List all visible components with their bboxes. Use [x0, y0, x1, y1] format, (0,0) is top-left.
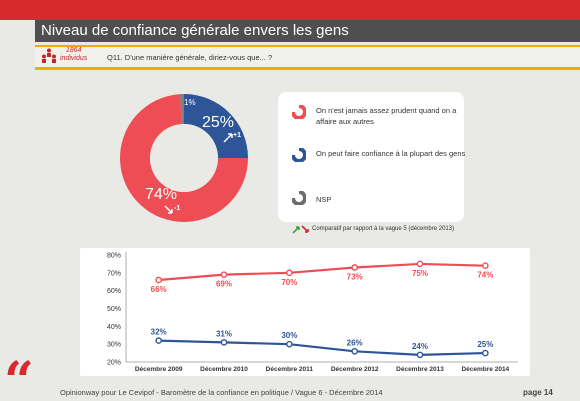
y-tick-label: 80%	[107, 253, 121, 260]
y-tick-label: 30%	[107, 342, 121, 349]
data-label: 32%	[151, 328, 167, 337]
up-arrow-icon	[223, 133, 233, 143]
sample-unit: individus	[60, 55, 88, 62]
line-chart-panel	[80, 248, 530, 376]
title-bar: Niveau de confiance générale envers les …	[35, 20, 580, 42]
legend-text-confiance: On peut faire confiance à la plupart des…	[316, 149, 466, 158]
y-tick-label: 20%	[107, 360, 121, 367]
x-tick-label: Décembre 2011	[266, 366, 314, 373]
data-point	[286, 269, 293, 277]
donut-change-red: -1	[174, 205, 181, 212]
arc-blue-icon	[292, 148, 306, 162]
footer-source: Opinionway pour Le Cevipof - Baromètre d…	[60, 388, 383, 397]
data-point	[220, 339, 228, 346]
data-label: 30%	[281, 331, 297, 340]
donut-value-red: 74%	[145, 186, 178, 203]
page-title: Niveau de confiance générale envers les …	[41, 22, 349, 39]
data-point	[155, 276, 162, 284]
question-bar: 1864 individus Q11. D'une manière généra…	[35, 45, 580, 70]
donut-change-blue: +1	[233, 132, 241, 139]
comparison-note: Comparatif par rapport à la vague 5 (déc…	[312, 226, 455, 232]
arc-grey-icon	[292, 191, 306, 205]
x-tick-label: Décembre 2010	[200, 366, 248, 373]
legend-text-prudent: On n'est jamais assez prudent quand on a…	[316, 106, 457, 126]
data-label: 73%	[347, 272, 363, 281]
people-icon	[42, 48, 56, 63]
data-point	[155, 337, 162, 344]
data-label: 25%	[477, 340, 493, 349]
top-red-band	[0, 0, 580, 20]
donut-slice-2	[179, 94, 184, 125]
data-label: 24%	[412, 342, 428, 351]
x-tick-label: Décembre 2012	[331, 366, 379, 373]
quote-mark-icon: “	[4, 351, 34, 401]
x-tick-label: Décembre 2009	[135, 366, 183, 373]
data-point	[416, 260, 424, 268]
data-point	[482, 262, 489, 270]
data-point	[351, 264, 358, 271]
legend-text-nsp: NSP	[316, 195, 332, 204]
y-tick-label: 60%	[107, 288, 121, 295]
arc-red-icon	[292, 105, 306, 119]
y-tick-label: 70%	[107, 270, 121, 277]
trend-arrows-icon	[292, 225, 309, 234]
footer-page-number: page 14	[523, 388, 553, 397]
legend-box: On n'est jamais assez prudent quand on a…	[278, 92, 466, 222]
donut-slice-1	[184, 94, 248, 158]
data-label: 66%	[151, 285, 167, 294]
question-bar-stripe	[35, 45, 580, 47]
data-label: 26%	[347, 338, 363, 347]
series-line-1	[158, 339, 486, 356]
data-label: 75%	[412, 269, 428, 278]
data-point	[482, 349, 489, 357]
x-tick-label: Décembre 2013	[396, 366, 444, 373]
sample-count: 1864	[65, 47, 82, 54]
series-line-0	[158, 262, 486, 282]
data-label: 69%	[216, 280, 232, 289]
data-label: 74%	[477, 271, 493, 280]
donut-hole	[150, 124, 218, 192]
down-arrow-icon	[164, 205, 173, 214]
donut-value-blue: 25%	[202, 114, 235, 131]
data-point	[220, 271, 228, 278]
y-tick-label: 50%	[107, 306, 121, 313]
sample-size: 1864 individus	[60, 47, 87, 63]
data-point	[286, 340, 293, 348]
y-tick-label: 40%	[107, 324, 121, 331]
question-text: Q11. D'une manière générale, diriez-vous…	[107, 53, 273, 62]
x-tick-label: Décembre 2014	[461, 366, 509, 373]
donut-value-grey: 1%	[184, 98, 196, 107]
donut-slice-0	[119, 94, 248, 222]
data-label: 31%	[216, 329, 232, 338]
data-point	[351, 347, 358, 355]
data-point	[416, 351, 424, 359]
data-label: 70%	[281, 278, 297, 287]
